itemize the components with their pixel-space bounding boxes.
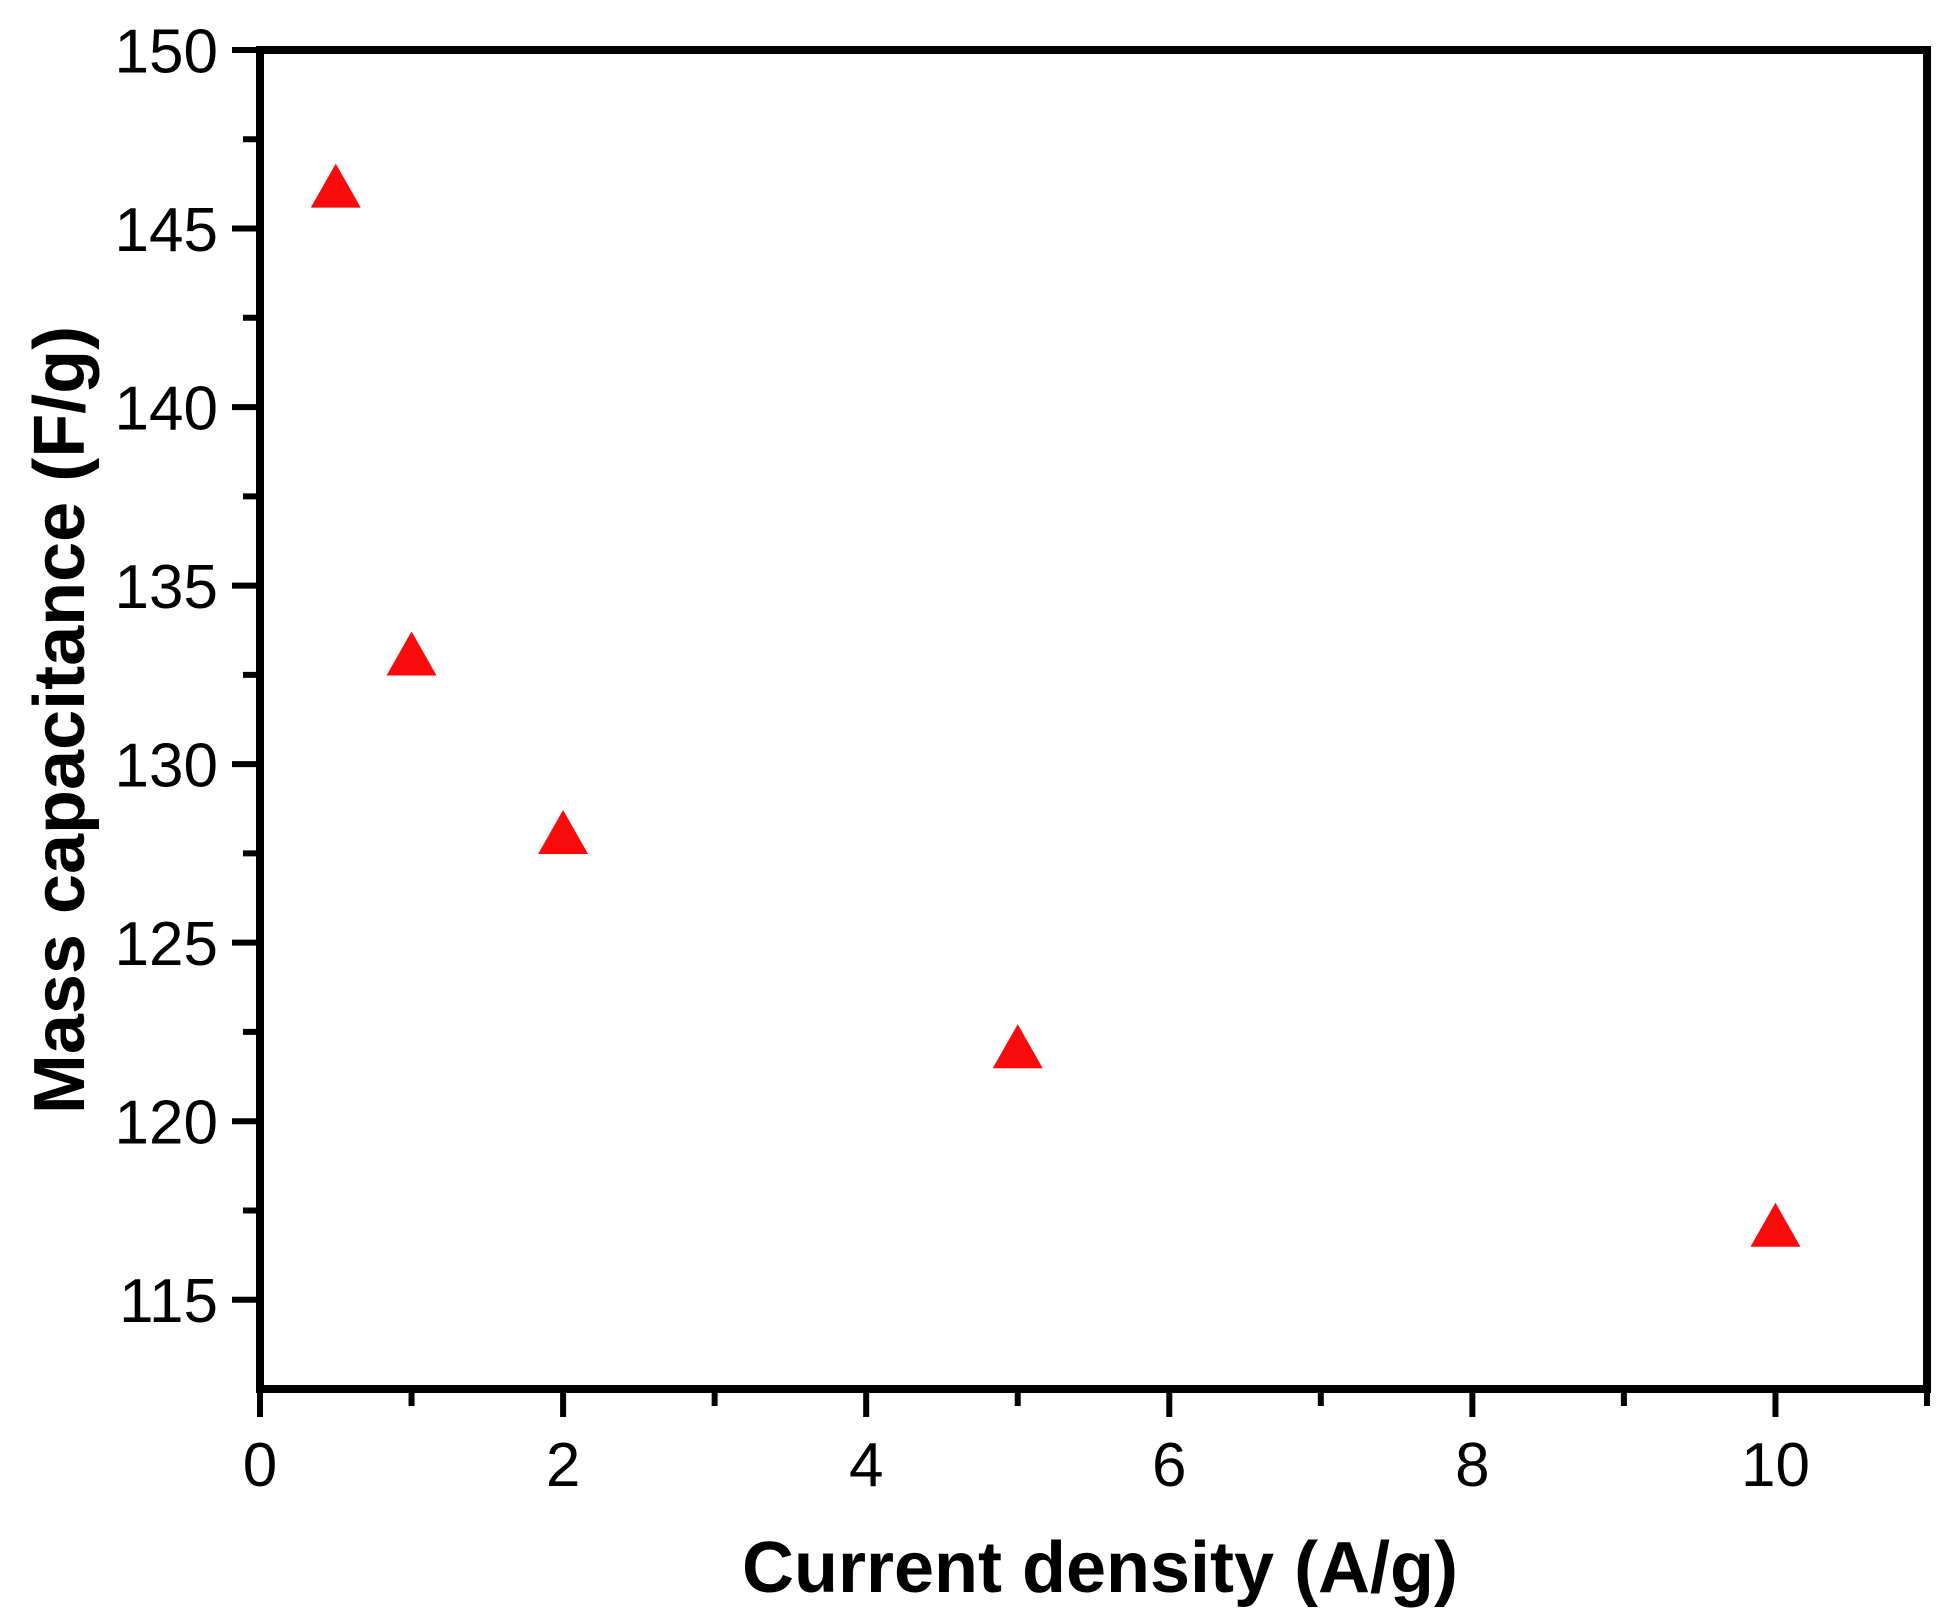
y-tick-label: 140 — [115, 374, 218, 443]
data-points-layer — [310, 163, 1801, 1247]
data-point-triangle — [1750, 1202, 1801, 1247]
y-tick-label: 120 — [115, 1089, 218, 1158]
y-tick-label: 150 — [115, 17, 218, 86]
data-point-triangle — [538, 809, 589, 854]
x-tick-label: 10 — [1741, 1431, 1810, 1500]
y-axis-title: Mass capacitance (F/g) — [20, 326, 100, 1114]
data-point-triangle — [386, 631, 437, 676]
tick-labels-layer: 0 2 4 6 8 10 115 120 125 130 135 140 145 150 — [115, 17, 1810, 1500]
plot-frame — [256, 46, 1931, 1393]
x-tick-label: 2 — [546, 1431, 580, 1500]
x-tick-label: 4 — [849, 1431, 883, 1500]
y-tick-label: 115 — [119, 1267, 218, 1336]
y-tick-label: 145 — [115, 196, 218, 265]
x-tick-label: 0 — [243, 1431, 277, 1500]
x-axis-title: Current density (A/g) — [742, 1528, 1458, 1608]
data-point-triangle — [992, 1024, 1043, 1069]
data-point-triangle — [310, 163, 361, 208]
x-tick-label: 8 — [1455, 1431, 1489, 1500]
y-tick-label: 130 — [115, 731, 218, 800]
x-tick-label: 6 — [1152, 1431, 1186, 1500]
y-tick-label: 135 — [115, 553, 218, 622]
y-tick-label: 125 — [115, 910, 218, 979]
ticks-layer — [232, 47, 1930, 1417]
